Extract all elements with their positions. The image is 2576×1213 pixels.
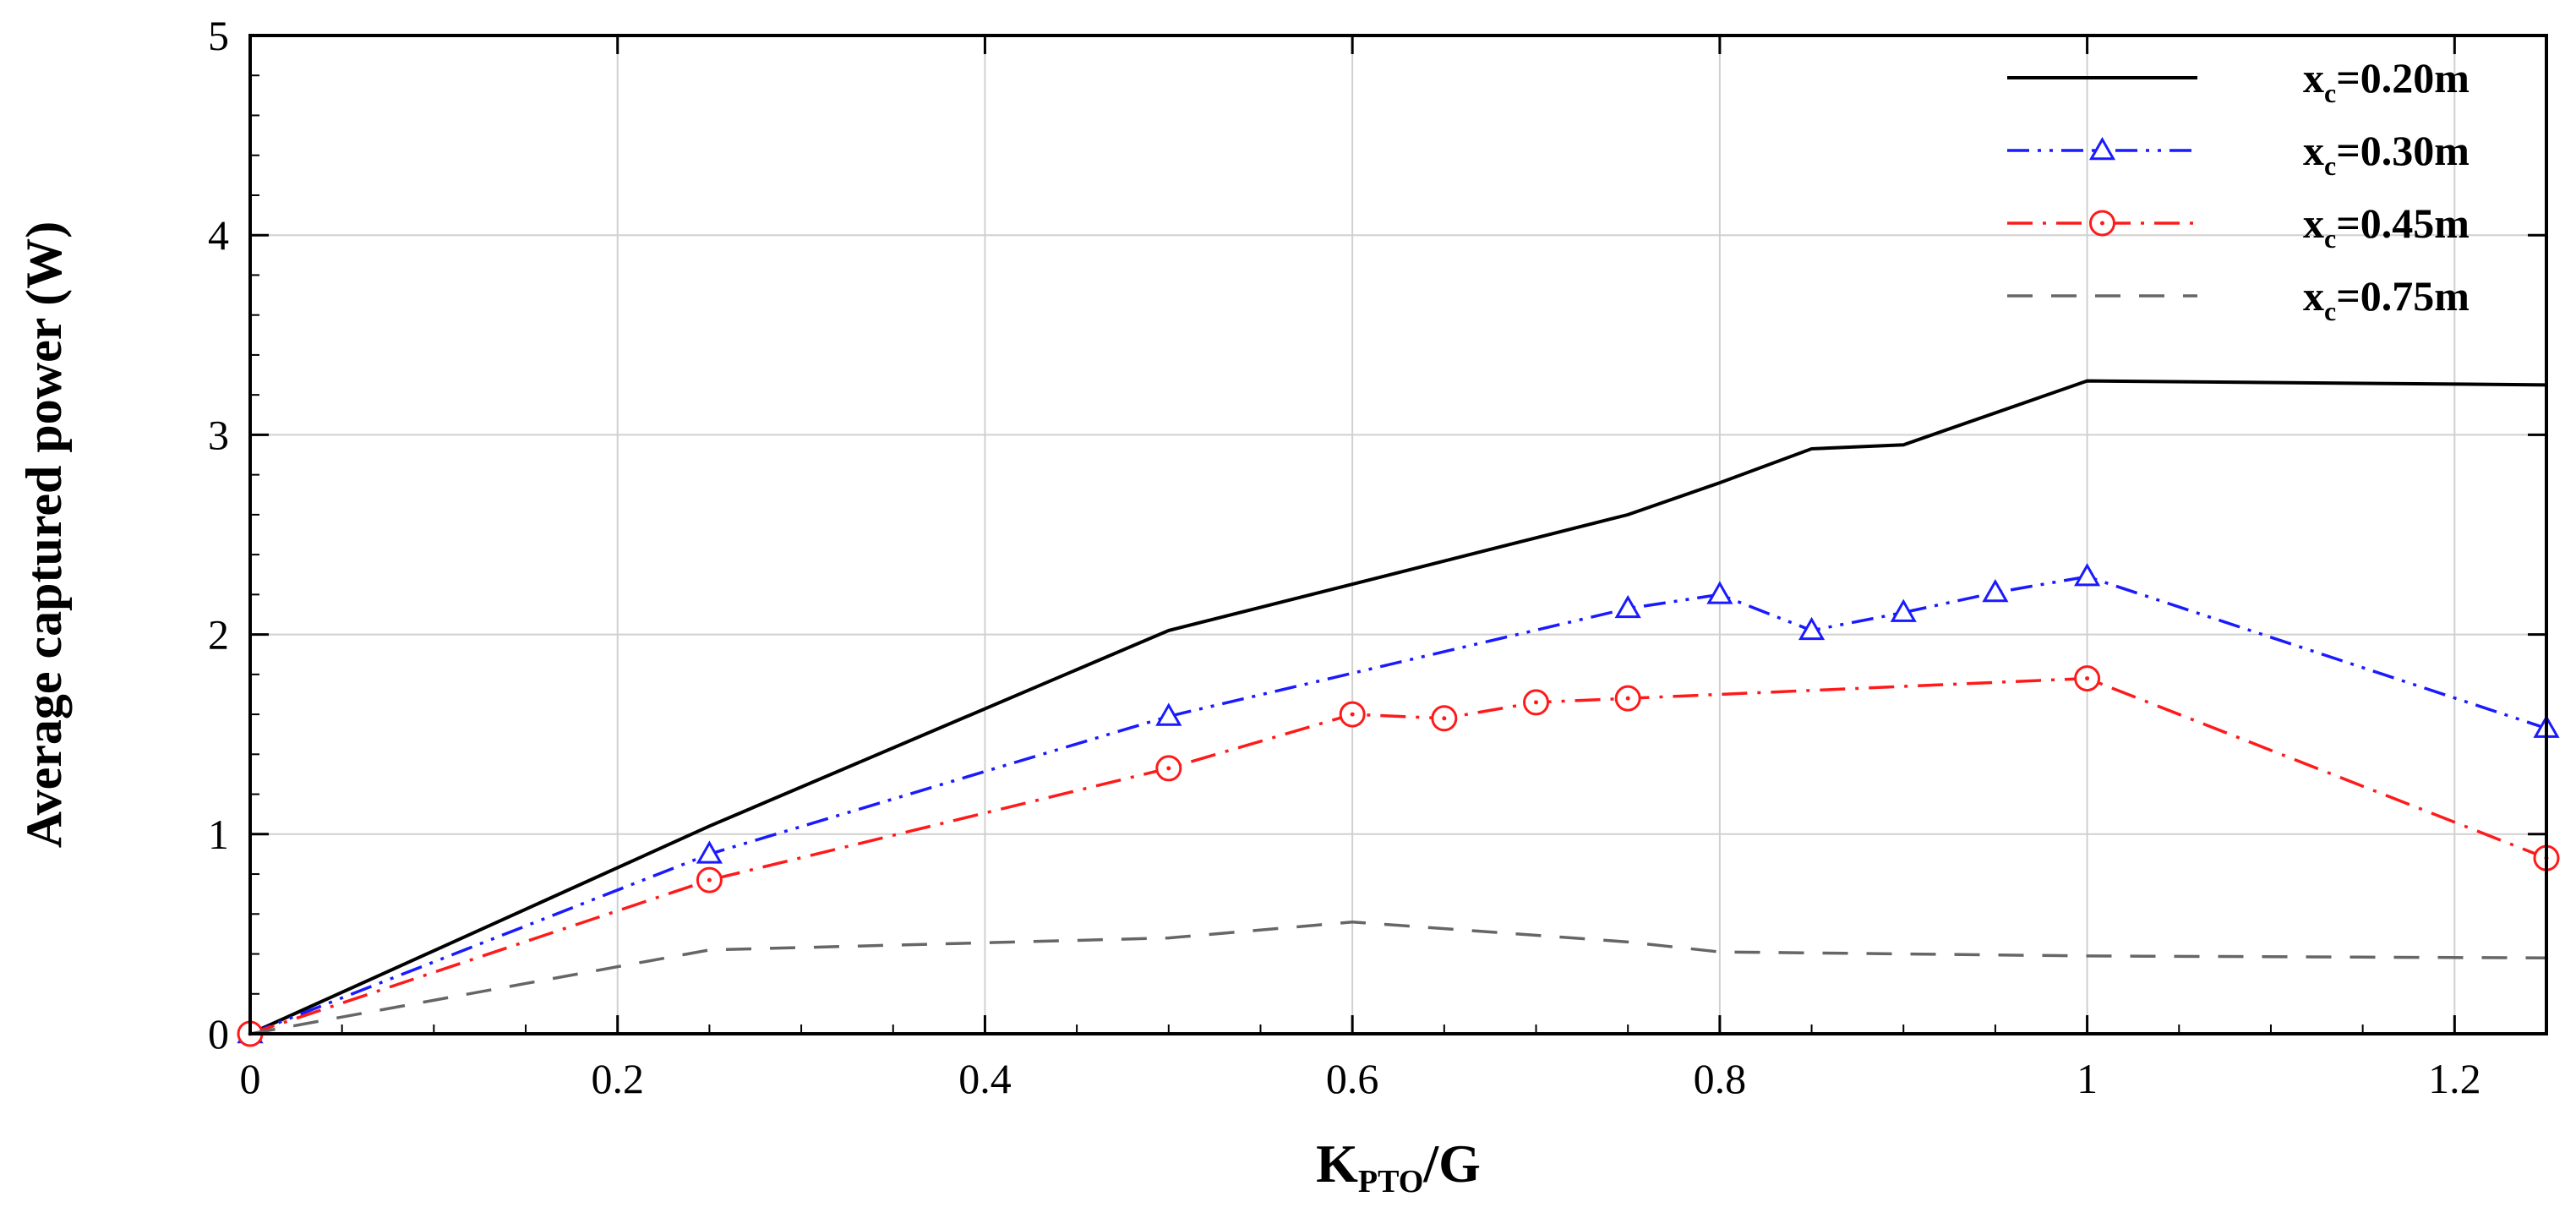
x-tick-label: 0 [240,1055,261,1102]
legend-entry: xc=0.20m [2007,54,2470,108]
x-tick-label: 0.2 [591,1055,644,1102]
series-line [249,920,2547,1035]
circle-marker-dot [2100,221,2104,226]
series-x_c=0.20m [249,379,2547,1035]
triangle-marker [1798,616,1826,641]
circle-marker-dot [1442,716,1447,721]
triangle-marker [2088,136,2116,161]
legend-entry: xc=0.30m [2007,127,2470,181]
legend-label: xc=0.45m [2303,199,2470,254]
x-tick-label: 0.8 [1694,1055,1747,1102]
triangle-marker [1706,581,1733,604]
triangle-marker [1614,594,1641,619]
y-axis-title: Average captured power (W) [16,221,72,849]
y-tick-label: 5 [208,12,229,59]
circle-marker-dot [1534,700,1539,705]
legend-label: xc=0.20m [2303,54,2470,108]
circle-marker-dot [1166,766,1171,771]
triangle-marker [2074,563,2101,587]
circle-marker-dot [1625,696,1630,701]
series-group [237,379,2560,1047]
series-x_c=0.30m [237,563,2560,1044]
x-axis-title: KPTO/G [1316,1134,1481,1199]
y-tick-label: 4 [208,211,229,259]
x-tick-label: 1 [2077,1055,2098,1102]
grid [250,36,2546,1034]
axis-titles: KPTO/G Average captured power (W) [16,221,1481,1199]
triangle-marker [696,840,723,864]
plot-frame [248,34,2548,1035]
series-line [249,575,2547,1035]
legend-label: xc=0.75m [2303,272,2470,326]
axis-ticks: 0 0.2 0.4 0.6 0.8 1 1.2 0 1 2 3 4 5 [208,12,2546,1102]
series-line [249,379,2547,1035]
circle-marker-dot [2085,676,2090,681]
x-tick-label: 1.2 [2428,1055,2481,1102]
x-tick-label: 0.4 [958,1055,1012,1102]
y-tick-label: 2 [208,611,229,658]
series-x_c=0.75m [249,920,2547,1035]
legend-entry: xc=0.75m [2007,272,2470,326]
triangle-marker [1890,598,1917,622]
triangle-marker [1155,702,1182,726]
y-tick-label: 1 [208,811,229,858]
triangle-marker [1982,578,2009,603]
series-x_c=0.45m [237,665,2560,1047]
circle-marker-dot [707,877,712,882]
legend-entry: xc=0.45m [2007,199,2470,254]
y-tick-label: 0 [208,1010,229,1057]
legend-label: xc=0.30m [2303,127,2470,181]
legend: xc=0.20m xc=0.30m xc=0.45m xc=0.75m [2007,54,2470,326]
y-tick-label: 3 [208,411,229,458]
x-tick-label: 0.6 [1326,1055,1379,1102]
series-line [249,676,2547,1035]
circle-marker-dot [1350,712,1355,717]
